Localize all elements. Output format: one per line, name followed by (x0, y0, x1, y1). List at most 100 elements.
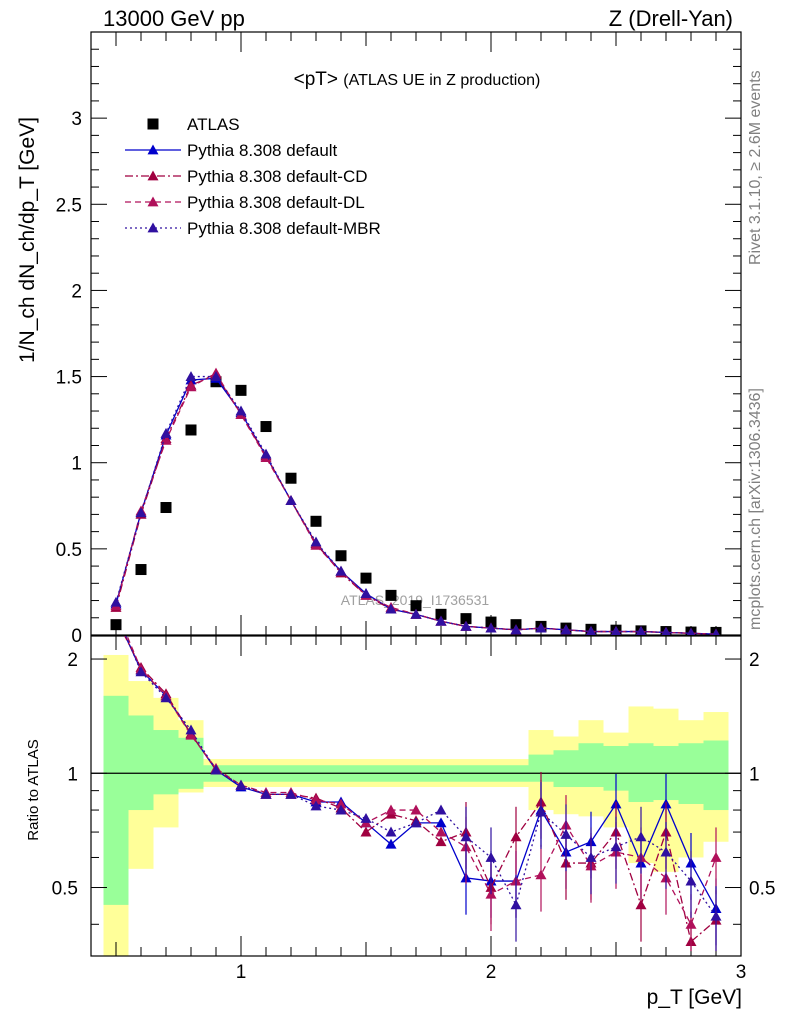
legend-label: Pythia 8.308 default-DL (187, 193, 365, 212)
series-marker (510, 831, 522, 842)
atlas-data-point (410, 600, 422, 612)
series-marker (335, 565, 347, 576)
x-tick-label: 1 (236, 962, 247, 983)
atlas-data-point (135, 564, 147, 576)
series-marker (710, 851, 722, 862)
ratio-series-group (124, 636, 722, 952)
series-marker (360, 813, 372, 823)
series-marker (586, 626, 596, 635)
series-marker (435, 836, 447, 847)
atlas-data-point (110, 619, 122, 631)
series-marker (185, 381, 197, 392)
atlas-data-point (485, 616, 497, 628)
series-marker (686, 627, 696, 635)
series-marker (460, 620, 472, 631)
series-marker (185, 729, 197, 740)
main-y-tick-label: 0.5 (56, 540, 82, 561)
header-process-label: Z (Drell-Yan) (609, 6, 733, 31)
series-marker (636, 626, 646, 635)
series-marker (385, 603, 397, 614)
main-y-tick-label: 0 (71, 626, 82, 647)
legend-label: ATLAS (187, 115, 240, 134)
ratio-y-tick-label: 1 (67, 764, 78, 785)
atlas-data-point (385, 589, 397, 601)
main-y-tick-label: 1.5 (56, 368, 82, 389)
series-marker (485, 622, 497, 633)
legend-label: Pythia 8.308 default (187, 141, 338, 160)
band-green-bin (578, 743, 604, 788)
band-green-bin (128, 715, 154, 811)
band-green-bin (703, 740, 729, 811)
series-marker (410, 804, 422, 815)
plot-title-sub: (ATLAS UE in Z production) (343, 72, 540, 89)
atlas-data-point (185, 424, 197, 436)
plot-title-main: <pT> (294, 69, 338, 90)
series-marker (310, 800, 322, 811)
series-marker (485, 851, 497, 862)
atlas-data-point (335, 550, 347, 562)
series-marker (635, 899, 647, 910)
ratio-y-tick-label: 0.5 (52, 879, 78, 900)
series-marker (135, 507, 147, 518)
series-marker (560, 828, 572, 839)
band-green-bin (553, 750, 579, 788)
axes-ticks: 0 0.5 1 1.5 2 2.5 3 1 2 3 0.5 1 2 0.5 1 2 (52, 32, 775, 983)
series-marker (611, 626, 621, 635)
atlas-data-point (260, 421, 272, 433)
series-marker (585, 851, 597, 862)
series-marker (210, 371, 222, 381)
header-collision-label: 13000 GeV pp (103, 6, 245, 31)
series-marker (410, 608, 422, 619)
main-y-tick-label: 3 (71, 109, 82, 130)
legend-label: Pythia 8.308 default-MBR (187, 219, 381, 238)
plot-title: <pT> (ATLAS UE in Z production) (294, 69, 541, 90)
series-marker (185, 724, 197, 735)
series-marker (610, 841, 622, 852)
series-marker (635, 831, 647, 842)
band-green-bin (153, 730, 179, 795)
analysis-watermark: ATLAS_2019_I1736531 (341, 592, 490, 608)
series-marker (460, 831, 472, 842)
series-marker (535, 869, 547, 880)
series-marker (135, 666, 147, 677)
series-marker (285, 788, 297, 799)
series-marker (510, 899, 522, 910)
atlas-data-point (235, 384, 247, 396)
series-marker (235, 779, 247, 790)
main-y-tick-label: 2 (71, 281, 82, 302)
x-tick-label: 2 (486, 962, 497, 983)
series-marker (147, 144, 159, 155)
series-marker (435, 826, 447, 837)
atlas-data-point (435, 608, 447, 620)
atlas-data-point (460, 613, 472, 625)
series-marker (360, 588, 372, 599)
series-marker (110, 596, 122, 607)
series-marker (712, 628, 720, 635)
series-marker (160, 692, 172, 703)
series-marker (535, 806, 547, 817)
series-marker (260, 448, 272, 459)
series-marker (535, 622, 547, 633)
series-marker (160, 427, 172, 438)
x-axis-label: p_T [GeV] (647, 986, 742, 1009)
atlas-data-point (160, 502, 172, 514)
ratio-y-tick-label-right: 2 (749, 650, 760, 671)
series-marker (185, 371, 197, 381)
x-tick-label: 3 (736, 962, 747, 983)
series-marker (335, 798, 347, 809)
main-y-tick-label: 2.5 (56, 195, 82, 216)
series-marker (360, 826, 372, 837)
legend: ATLAS Pythia 8.308 default Pythia 8.308 de… (125, 115, 381, 238)
series-marker (147, 222, 159, 233)
series-marker (385, 826, 397, 837)
series-marker (685, 918, 697, 929)
series-marker (147, 196, 159, 207)
atlas-data-point (360, 572, 372, 584)
series-marker (385, 804, 397, 815)
band-green-bin (103, 695, 129, 905)
series-marker (147, 170, 159, 181)
series-marker (510, 624, 522, 635)
atlas-data-point (285, 472, 297, 484)
ratio-y-tick-label-right: 0.5 (749, 879, 775, 900)
